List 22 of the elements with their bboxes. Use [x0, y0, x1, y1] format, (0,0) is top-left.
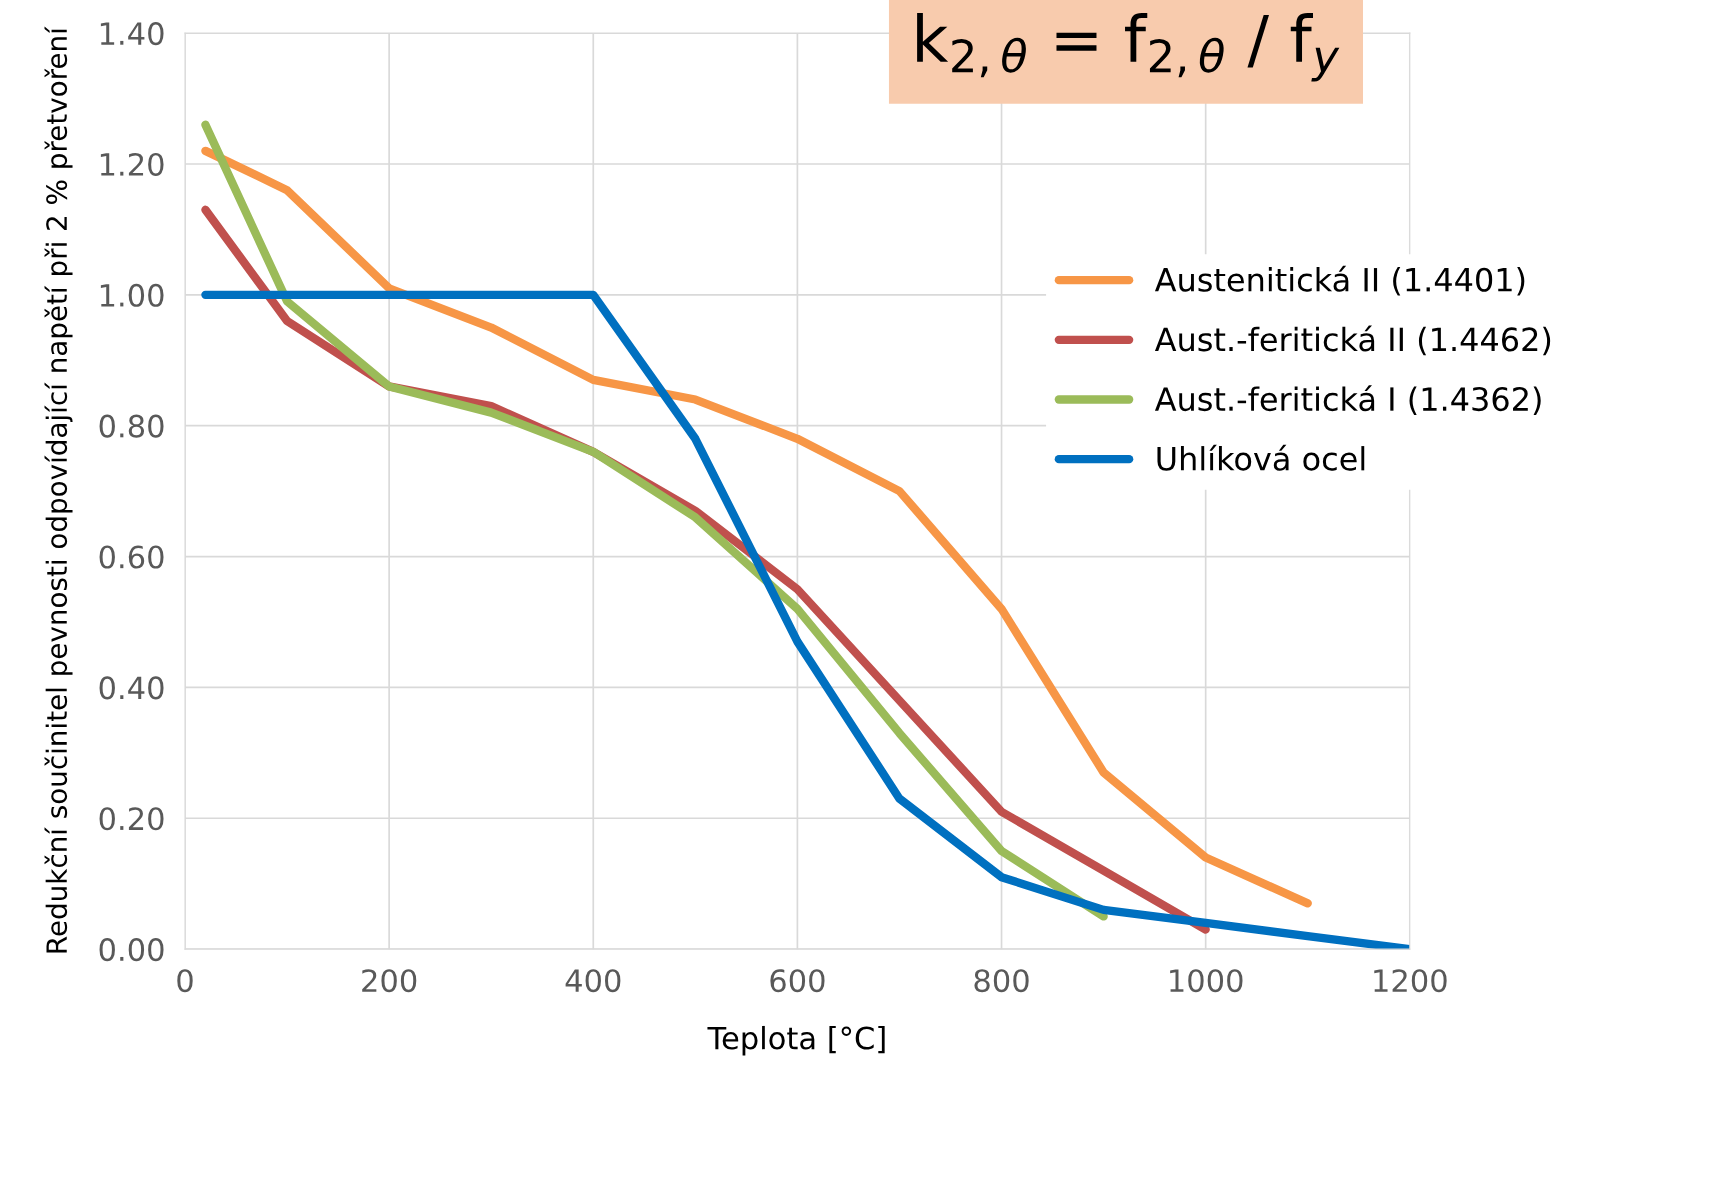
legend-label: Austenitická II (1.4401)	[1154, 265, 1525, 296]
legend-label: Aust.-feritická I (1.4362)	[1154, 385, 1541, 415]
x-tick-label: 400	[565, 969, 621, 993]
y-tick-label: 0.20	[99, 807, 164, 831]
y-tick-label: 1.00	[100, 283, 164, 307]
y-tick-label: 0.40	[99, 676, 164, 700]
y-axis-title: Redukční součinitel pevnosti odpovídající napětí při 2 % přetvoření	[44, 26, 73, 953]
y-tick-label: 0.00	[99, 938, 164, 962]
y-tick-label: 0.80	[99, 414, 164, 438]
x-tick-label: 200	[362, 969, 417, 993]
x-tick-label: 1000	[1170, 969, 1243, 993]
x-tick-label: 800	[974, 969, 1029, 993]
x-axis-title: Teplota [°C]	[707, 1025, 885, 1056]
x-tick-label: 600	[770, 969, 825, 993]
legend-label: Aust.-feritická II (1.4462)	[1154, 325, 1551, 356]
y-tick-label: 1.20	[100, 152, 164, 176]
x-tick-label: 1200	[1374, 969, 1447, 993]
chart-title: k$_{2,θ}$ = f$_{2,θ}$ / f$_{y}$	[917, 13, 1340, 82]
x-tick-label: 0	[177, 969, 193, 993]
y-tick-label: 0.60	[99, 545, 164, 569]
y-tick-label: 1.40	[100, 22, 164, 46]
legend-label: Uhlíková ocel	[1157, 444, 1365, 471]
